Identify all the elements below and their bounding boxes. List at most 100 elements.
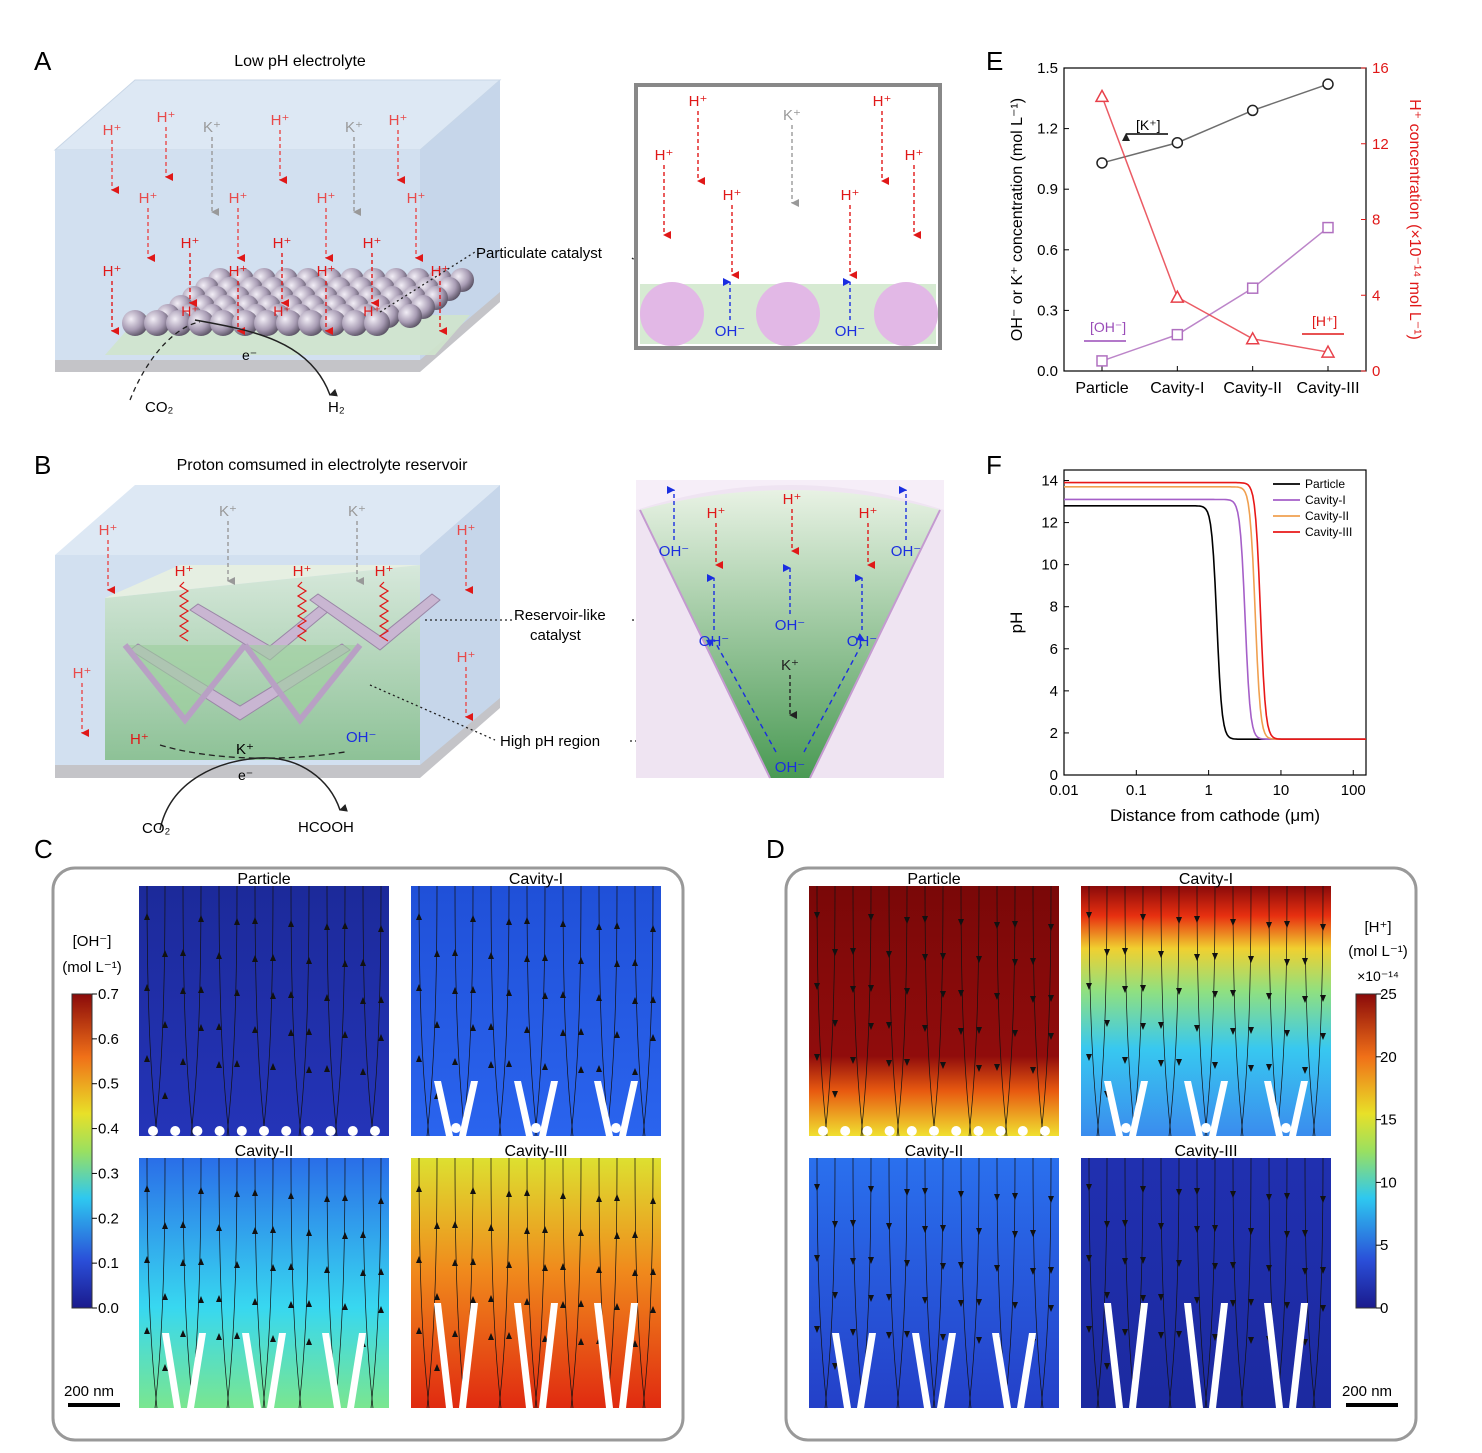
flow-arrowhead	[1284, 1231, 1290, 1238]
flow-arrowhead	[162, 1021, 168, 1028]
flow-arrowhead	[994, 922, 1000, 929]
flow-arrowhead	[994, 1194, 1000, 1201]
cb-tick-label: 25	[1380, 986, 1397, 1003]
ion-arrow	[705, 639, 777, 753]
callout-reservoir-1: Reservoir-like	[514, 607, 606, 624]
cavity-wall	[1104, 1081, 1123, 1136]
flow-arrowhead	[1048, 1267, 1054, 1274]
particle-dot	[303, 1126, 314, 1136]
streamline	[490, 885, 502, 1137]
flow-arrowhead	[1048, 1305, 1054, 1312]
cb-tick-label: 0.7	[98, 986, 119, 1003]
particle-dot	[995, 1126, 1006, 1136]
flow-arrowhead	[288, 1263, 294, 1270]
streamline	[1168, 1157, 1180, 1409]
label-k: [K⁺]	[1136, 117, 1161, 133]
ion-arrow	[803, 633, 865, 753]
streamline	[218, 1157, 230, 1409]
ion-label: K⁺	[781, 657, 799, 674]
streamline	[146, 1157, 158, 1409]
cb-tick-label: 0.5	[98, 1076, 119, 1093]
flow-arrowhead	[1302, 996, 1308, 1003]
streamline	[888, 1157, 900, 1409]
flow-arrowhead	[252, 1026, 258, 1033]
flow-arrowhead	[1122, 1220, 1128, 1227]
cavity-wall	[1104, 1303, 1123, 1408]
panel-d: D Particle Cavity-I Cavity-II Cavity-III [H…	[766, 834, 1418, 1442]
flow-arrowhead	[614, 922, 620, 929]
cb-tick-label: 0.4	[98, 1121, 119, 1138]
particle-dot	[840, 1126, 851, 1136]
flow-arrowhead	[416, 913, 422, 920]
flow-arrowhead	[216, 1333, 222, 1340]
flow-arrowhead	[1086, 1326, 1092, 1333]
ion-label: H⁺	[273, 235, 292, 252]
cavity-wall	[857, 1333, 876, 1408]
ph-curve	[1064, 481, 1366, 740]
flow-arrowhead	[506, 1060, 512, 1067]
catalyst-sphere	[122, 310, 148, 336]
x-tick-label: 0.1	[1126, 782, 1147, 799]
flow-arrowhead	[234, 1060, 240, 1067]
legend-label: Particle	[1305, 477, 1345, 491]
ion-label: H⁺	[175, 563, 194, 580]
particle-dot	[951, 1126, 962, 1136]
flow-arrowhead	[216, 1023, 222, 1030]
flow-arrowhead	[180, 987, 186, 994]
data-point	[1170, 289, 1185, 303]
ph-curve	[1064, 505, 1366, 740]
flow-arrowhead	[452, 1058, 458, 1065]
flow-arrowhead	[360, 997, 366, 1004]
box-b-base	[55, 698, 500, 778]
streamline	[1304, 885, 1316, 1137]
flow-arrowhead	[632, 1231, 638, 1238]
flow-arrowhead	[632, 959, 638, 966]
cavity-wall	[514, 1303, 533, 1408]
y-axis-label: OH⁻ or K⁺ concentration (mol L⁻¹)	[1009, 98, 1026, 341]
streamline	[326, 885, 338, 1137]
catalyst-sphere	[298, 310, 324, 336]
v-cavity	[125, 645, 245, 720]
flow-arrowhead	[886, 1223, 892, 1230]
panel-b: B Proton comsumed in electrolyte reservo…	[34, 450, 944, 837]
flow-arrowhead	[198, 1296, 204, 1303]
cavity-wall	[267, 1333, 286, 1408]
ion-label: H⁺	[873, 93, 892, 110]
flow-arrowhead	[378, 925, 384, 932]
flow-arrowhead	[216, 1295, 222, 1302]
streamline	[298, 1157, 310, 1409]
streamline	[642, 885, 654, 1137]
cb-tick-label: 0.6	[98, 1031, 119, 1048]
data-point	[1171, 136, 1184, 149]
flow-arrowhead	[1140, 914, 1146, 921]
cavity-wall	[619, 1081, 638, 1136]
flow-arrowhead	[940, 1263, 946, 1270]
panel-letter-d: D	[766, 834, 785, 864]
flow-arrowhead	[252, 1298, 258, 1305]
flow-arrowhead	[470, 1296, 476, 1303]
series-line	[1101, 226, 1329, 362]
flow-arrowhead	[378, 1197, 384, 1204]
streamline	[1204, 1157, 1216, 1409]
flow-arrowhead	[1086, 912, 1092, 919]
flow-arrowhead	[144, 1256, 150, 1263]
flow-arrowhead	[1212, 1062, 1218, 1069]
flow-arrowhead	[1248, 1299, 1254, 1306]
ion-label: H⁺	[73, 665, 92, 682]
particle-dot	[929, 1126, 939, 1136]
streamline	[968, 1157, 980, 1409]
flow-arrowhead	[1266, 1194, 1272, 1201]
flow-arrowhead	[614, 960, 620, 967]
zigzag-proton	[378, 581, 390, 642]
streamline	[226, 885, 238, 1137]
streamline	[370, 1157, 382, 1409]
ion-label: H⁺	[389, 112, 408, 129]
streamline	[218, 885, 230, 1137]
flow-arrowhead	[360, 1269, 366, 1276]
x-tick-label: Cavity-I	[1150, 380, 1204, 397]
flow-arrowhead	[1176, 1331, 1182, 1338]
ion-label: H⁺	[689, 93, 708, 110]
flow-arrowhead	[542, 992, 548, 999]
panel-e: E 0.0 0.3 0.6 0.9 1.2 1.5 0 4 8 12 16 Particle Cavit…	[986, 46, 1423, 397]
flow-arrowhead	[288, 1029, 294, 1036]
